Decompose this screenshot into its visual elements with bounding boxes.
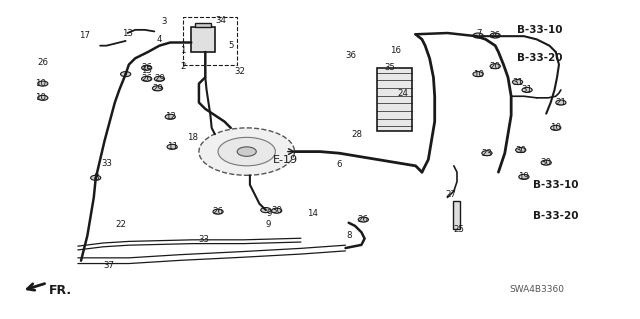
Circle shape (165, 114, 175, 119)
Text: 15: 15 (141, 66, 152, 76)
Text: 37: 37 (103, 261, 114, 270)
Text: 4: 4 (157, 35, 162, 44)
Circle shape (473, 71, 483, 77)
Text: 8: 8 (346, 231, 351, 240)
Text: 26: 26 (141, 63, 152, 72)
Circle shape (516, 147, 526, 152)
Circle shape (213, 209, 223, 214)
Text: 26: 26 (141, 74, 152, 83)
Circle shape (154, 76, 164, 81)
Text: 34: 34 (216, 16, 227, 25)
Text: 26: 26 (212, 207, 223, 216)
Circle shape (38, 95, 48, 100)
Text: 31: 31 (522, 85, 532, 94)
Text: 10: 10 (35, 79, 46, 88)
Circle shape (473, 33, 483, 38)
Text: 23: 23 (481, 149, 492, 158)
Text: SWA4B3360: SWA4B3360 (509, 285, 564, 294)
Text: 33: 33 (101, 159, 112, 168)
Text: 10: 10 (472, 70, 484, 78)
Text: 35: 35 (385, 63, 396, 72)
Text: 33: 33 (198, 235, 209, 244)
Text: 14: 14 (307, 209, 318, 218)
Text: E-19: E-19 (273, 154, 298, 165)
Circle shape (482, 151, 492, 156)
Bar (191, 27, 216, 52)
Text: 12: 12 (164, 112, 176, 121)
Circle shape (237, 147, 256, 156)
Text: 19: 19 (518, 172, 529, 182)
Text: 22: 22 (116, 220, 127, 229)
Text: 11: 11 (166, 142, 178, 151)
Circle shape (260, 208, 271, 213)
Text: 26: 26 (490, 31, 500, 40)
Circle shape (550, 125, 561, 130)
Text: 2: 2 (180, 62, 186, 71)
Circle shape (218, 137, 275, 166)
Text: FR.: FR. (49, 284, 72, 297)
Circle shape (271, 208, 282, 213)
Circle shape (519, 174, 529, 179)
Circle shape (358, 217, 369, 222)
Circle shape (513, 79, 523, 85)
Text: B-33-10: B-33-10 (533, 180, 579, 190)
Text: 17: 17 (79, 31, 90, 40)
Text: 31: 31 (512, 78, 523, 86)
Circle shape (556, 100, 566, 105)
Text: 26: 26 (358, 215, 369, 224)
Text: 25: 25 (453, 225, 465, 234)
Text: 9: 9 (265, 220, 271, 229)
Text: 8: 8 (93, 173, 99, 182)
Text: 29: 29 (152, 84, 163, 93)
Text: 29: 29 (154, 74, 165, 83)
Text: 3: 3 (161, 18, 166, 26)
Text: B-33-20: B-33-20 (533, 211, 579, 221)
Text: 5: 5 (228, 41, 234, 50)
Text: 20: 20 (490, 62, 500, 71)
Bar (195, 23, 211, 27)
Text: 21: 21 (556, 98, 566, 107)
Text: 10: 10 (550, 123, 561, 132)
Bar (183, 17, 237, 65)
Text: 18: 18 (187, 133, 198, 142)
Bar (452, 201, 460, 229)
Circle shape (490, 33, 500, 38)
Circle shape (490, 64, 500, 69)
Circle shape (152, 86, 163, 91)
Circle shape (141, 76, 152, 81)
Circle shape (199, 128, 294, 175)
Circle shape (91, 175, 100, 180)
Text: 16: 16 (390, 46, 401, 55)
Circle shape (38, 81, 48, 86)
Text: 26: 26 (37, 58, 48, 67)
Text: 32: 32 (235, 67, 246, 76)
Text: 7: 7 (477, 28, 482, 38)
Text: 36: 36 (345, 51, 356, 60)
Text: 27: 27 (445, 190, 456, 199)
Text: 6: 6 (337, 160, 342, 169)
Text: 1: 1 (180, 46, 186, 55)
Text: B-33-20: B-33-20 (517, 53, 563, 63)
Circle shape (141, 65, 152, 70)
Circle shape (522, 87, 532, 93)
Text: 24: 24 (397, 89, 408, 98)
Text: 30: 30 (515, 145, 526, 154)
Text: 30: 30 (541, 158, 552, 167)
Text: 9: 9 (266, 209, 272, 218)
Bar (378, 68, 412, 131)
Text: B-33-10: B-33-10 (517, 25, 563, 35)
Circle shape (120, 71, 131, 77)
Text: 30: 30 (271, 206, 282, 215)
Text: 28: 28 (351, 130, 362, 139)
Text: 10: 10 (35, 93, 46, 102)
Circle shape (167, 144, 177, 149)
Circle shape (541, 160, 551, 165)
Text: 13: 13 (122, 28, 133, 38)
